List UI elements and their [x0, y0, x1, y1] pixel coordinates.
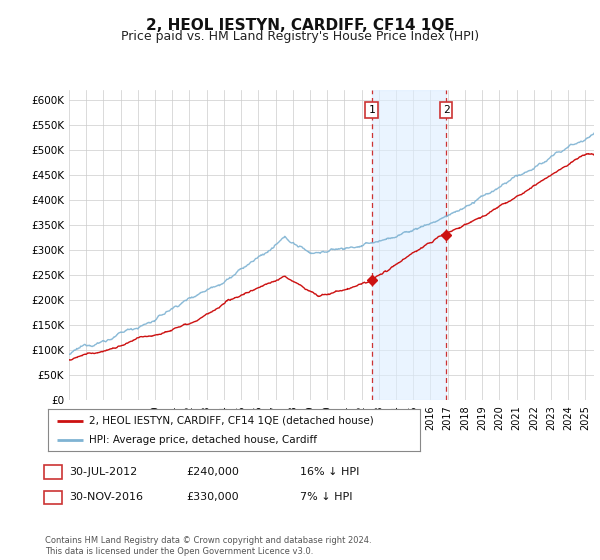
Text: 7% ↓ HPI: 7% ↓ HPI: [300, 492, 353, 502]
Text: 2, HEOL IESTYN, CARDIFF, CF14 1QE: 2, HEOL IESTYN, CARDIFF, CF14 1QE: [146, 18, 454, 33]
Text: 2, HEOL IESTYN, CARDIFF, CF14 1QE (detached house): 2, HEOL IESTYN, CARDIFF, CF14 1QE (detac…: [89, 416, 374, 426]
Bar: [371, 90, 446, 400]
Text: 2: 2: [443, 105, 449, 115]
Text: 1: 1: [368, 105, 375, 115]
Text: 2: 2: [50, 492, 57, 502]
Text: Contains HM Land Registry data © Crown copyright and database right 2024.
This d: Contains HM Land Registry data © Crown c…: [45, 536, 371, 556]
Text: £240,000: £240,000: [186, 467, 239, 477]
Text: 1: 1: [50, 467, 57, 477]
Text: 30-NOV-2016: 30-NOV-2016: [69, 492, 143, 502]
Text: 30-JUL-2012: 30-JUL-2012: [69, 467, 137, 477]
Text: £330,000: £330,000: [186, 492, 239, 502]
Text: 16% ↓ HPI: 16% ↓ HPI: [300, 467, 359, 477]
Text: Price paid vs. HM Land Registry's House Price Index (HPI): Price paid vs. HM Land Registry's House …: [121, 30, 479, 43]
Text: HPI: Average price, detached house, Cardiff: HPI: Average price, detached house, Card…: [89, 435, 317, 445]
